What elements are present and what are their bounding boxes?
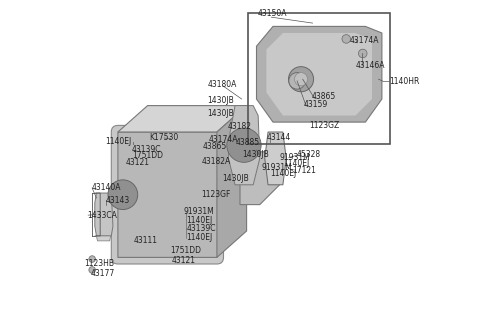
Text: 1140HR: 1140HR xyxy=(389,77,420,86)
Text: 43159: 43159 xyxy=(304,100,328,109)
Text: 1140EJ: 1140EJ xyxy=(187,216,213,225)
Text: 43140A: 43140A xyxy=(92,183,121,192)
Circle shape xyxy=(89,256,96,262)
Text: 43865: 43865 xyxy=(311,92,336,101)
Polygon shape xyxy=(95,193,113,236)
Polygon shape xyxy=(118,106,247,132)
Text: 43143: 43143 xyxy=(106,196,130,205)
Text: 91931M: 91931M xyxy=(183,207,214,216)
Polygon shape xyxy=(118,132,240,257)
Text: 43121: 43121 xyxy=(172,255,196,265)
Text: 1751DD: 1751DD xyxy=(170,246,201,255)
Text: 1430JB: 1430JB xyxy=(242,149,269,159)
Text: 43139C: 43139C xyxy=(132,145,161,154)
Text: 91931M: 91931M xyxy=(279,153,311,162)
Text: 43182: 43182 xyxy=(228,122,252,131)
Polygon shape xyxy=(265,132,286,185)
Polygon shape xyxy=(217,106,247,257)
Text: 43177: 43177 xyxy=(90,269,114,279)
Text: 43139C: 43139C xyxy=(187,224,216,233)
Text: 1751DD: 1751DD xyxy=(132,151,163,160)
Text: 43111: 43111 xyxy=(133,236,157,245)
Polygon shape xyxy=(96,236,110,241)
Text: 43174A: 43174A xyxy=(209,135,238,144)
FancyBboxPatch shape xyxy=(111,125,224,264)
Text: K17530: K17530 xyxy=(149,133,178,142)
Polygon shape xyxy=(240,152,279,205)
Text: 43174A: 43174A xyxy=(349,36,379,45)
Text: 43150A: 43150A xyxy=(257,9,287,18)
Text: 45328: 45328 xyxy=(297,149,321,159)
Polygon shape xyxy=(228,106,260,185)
Circle shape xyxy=(227,128,261,162)
Text: 43180A: 43180A xyxy=(207,80,237,89)
Text: 91931M: 91931M xyxy=(262,163,292,172)
Text: 1123GZ: 1123GZ xyxy=(309,121,339,130)
Text: 1430JB: 1430JB xyxy=(208,109,234,118)
Circle shape xyxy=(289,73,305,89)
Text: 43146A: 43146A xyxy=(356,60,385,70)
Circle shape xyxy=(342,35,350,43)
Circle shape xyxy=(108,180,138,210)
Text: 43885: 43885 xyxy=(236,138,260,148)
Text: 1140EJ: 1140EJ xyxy=(270,169,297,179)
Text: 1430JB: 1430JB xyxy=(208,96,234,105)
Text: 1140EJ: 1140EJ xyxy=(105,137,131,146)
Polygon shape xyxy=(256,26,382,122)
Polygon shape xyxy=(266,33,372,115)
Text: 43144: 43144 xyxy=(267,133,291,142)
Text: 1140EJ: 1140EJ xyxy=(187,233,213,242)
Bar xyxy=(248,13,390,144)
Circle shape xyxy=(89,267,96,273)
Text: 1123HB: 1123HB xyxy=(84,258,114,268)
Text: 17121: 17121 xyxy=(292,166,316,175)
Circle shape xyxy=(294,73,308,86)
Text: 43182A: 43182A xyxy=(202,157,231,166)
Circle shape xyxy=(359,49,367,58)
Text: 43121: 43121 xyxy=(125,158,149,167)
Circle shape xyxy=(288,67,313,92)
Text: 43865: 43865 xyxy=(203,142,227,151)
Text: 1430JB: 1430JB xyxy=(222,174,249,183)
Text: 1140EJ: 1140EJ xyxy=(283,159,309,168)
Text: 1433CA: 1433CA xyxy=(87,211,117,220)
Text: 1123GF: 1123GF xyxy=(201,189,230,199)
